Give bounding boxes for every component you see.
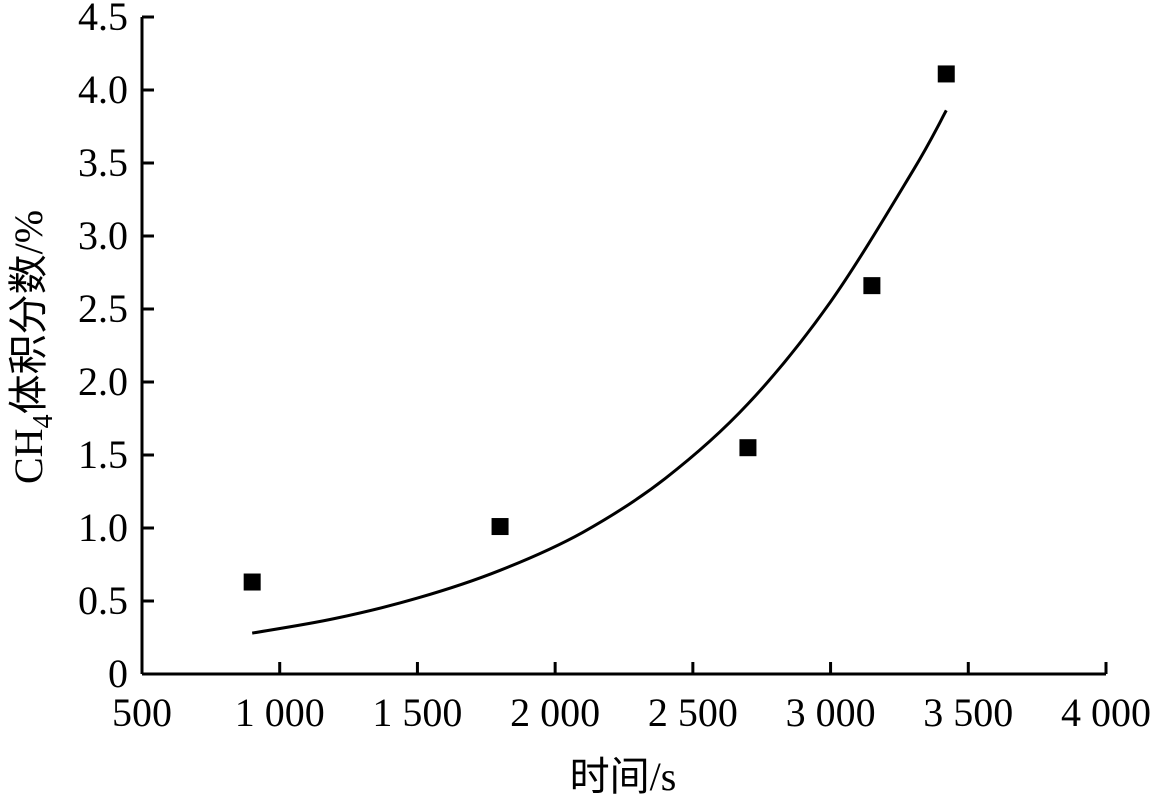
axes bbox=[140, 17, 1106, 676]
y-tick-label: 2.5 bbox=[78, 286, 128, 331]
x-tick-label: 2 500 bbox=[648, 690, 738, 735]
data-point-marker bbox=[739, 439, 757, 457]
y-tick-label: 4.5 bbox=[78, 0, 128, 39]
x-tick-label: 2 000 bbox=[510, 690, 600, 735]
x-tick-label: 500 bbox=[112, 690, 172, 735]
x-ticks: 500 1 000 1 500 2 000 2 500 3 000 3 500 4 000 bbox=[112, 662, 1151, 735]
x-tick-label: 1 500 bbox=[372, 690, 462, 735]
y-axis-title-subscript: 4 bbox=[28, 414, 59, 428]
x-tick-label: 3 500 bbox=[923, 690, 1013, 735]
y-tick-label: 1.0 bbox=[78, 505, 128, 550]
y-axis-title: CH4体积分数/% bbox=[6, 210, 59, 484]
data-point-marker bbox=[491, 518, 509, 536]
x-tick-label: 4 000 bbox=[1061, 690, 1151, 735]
y-tick-label: 0 bbox=[108, 651, 128, 696]
x-tick-label: 1 000 bbox=[235, 690, 325, 735]
data-point-marker bbox=[937, 65, 955, 83]
data-points bbox=[243, 65, 955, 591]
x-axis-title: 时间/s bbox=[570, 754, 677, 799]
data-point-marker bbox=[243, 573, 261, 591]
y-ticks: 0 0.5 1.0 1.5 2.0 2.5 3.0 3.5 4.0 4.5 bbox=[78, 0, 154, 696]
fit-curve bbox=[251, 109, 948, 635]
y-tick-label: 0.5 bbox=[78, 578, 128, 623]
x-tick-label: 3 000 bbox=[786, 690, 876, 735]
data-point-marker bbox=[863, 277, 881, 295]
y-tick-label: 1.5 bbox=[78, 432, 128, 477]
y-tick-label: 3.0 bbox=[78, 213, 128, 258]
y-tick-label: 2.0 bbox=[78, 359, 128, 404]
y-tick-label: 4.0 bbox=[78, 67, 128, 112]
y-axis-title-pre: CH bbox=[6, 428, 51, 484]
y-axis-title-post: 体积分数/% bbox=[6, 210, 51, 414]
y-tick-label: 3.5 bbox=[78, 140, 128, 185]
